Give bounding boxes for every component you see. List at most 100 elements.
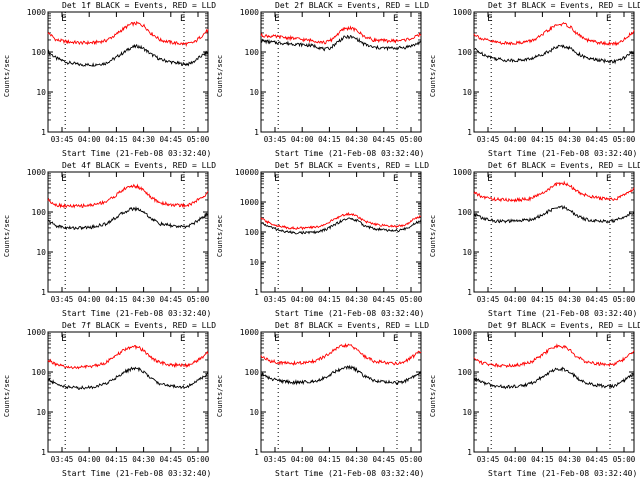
event-marker-label: E [274, 334, 279, 344]
series-lld [47, 183, 209, 209]
x-tick-label: 05:00 [613, 455, 636, 464]
y-tick-label: 10 [249, 258, 259, 267]
chart-panel-5: Det 5f BLACK = Events, RED = LLD Start Ti… [213, 160, 429, 320]
chart-panel-2: Det 2f BLACK = Events, RED = LLD Start Ti… [213, 0, 430, 160]
x-tick-label: 04:30 [132, 295, 155, 304]
chart-panel-7: Det 7f BLACK = Events, RED = LLD Start Ti… [0, 320, 217, 480]
series-lld [473, 180, 635, 203]
chart-panel-8: Det 8f BLACK = Events, RED = LLD Start Ti… [213, 320, 430, 480]
chart-title: Det 3f BLACK = Events, RED = LLD [488, 1, 640, 10]
x-tick-label: 03:45 [264, 295, 287, 304]
series-events [47, 366, 209, 390]
event-marker-label: E [180, 334, 185, 344]
y-tick-label: 100 [32, 208, 47, 217]
chart-svg: 1 10 100 1000 03:45 04:00 04:15 04:30 04:45 05:00… [27, 8, 210, 144]
chart-title: Det 7f BLACK = Events, RED = LLD [62, 321, 217, 330]
chart-svg: 1 10 100 1000 03:45 04:00 04:15 04:30 04:45 05:00… [453, 8, 636, 144]
x-tick-label: 04:00 [504, 135, 527, 144]
x-tick-label: 04:45 [373, 455, 396, 464]
x-tick-label: 04:00 [78, 135, 101, 144]
x-tick-label: 04:45 [160, 135, 183, 144]
chart-svg: 1 10 100 1000 03:45 04:00 04:15 04:30 04:45 05:00… [27, 328, 210, 464]
x-tick-label: 03:45 [51, 455, 74, 464]
event-marker-label: E [61, 174, 66, 184]
x-tick-label: 03:45 [51, 135, 74, 144]
chart-svg: 1 10 100 1000 03:45 04:00 04:15 04:30 04:45 05:00… [240, 328, 423, 464]
y-tick-label: 100 [245, 228, 260, 237]
event-marker-label: E [606, 14, 611, 24]
chart-panel-4: Det 4f BLACK = Events, RED = LLD Start Ti… [0, 160, 216, 320]
x-tick-label: 04:15 [105, 295, 128, 304]
y-tick-label: 1 [41, 128, 46, 137]
chart-title: Det 2f BLACK = Events, RED = LLD [275, 1, 430, 10]
event-marker-label: E [606, 174, 611, 184]
y-tick-label: 1 [467, 448, 472, 457]
y-tick-label: 10 [249, 408, 259, 417]
x-tick-label: 04:15 [105, 135, 128, 144]
y-tick-label: 1 [467, 128, 472, 137]
x-tick-label: 04:45 [586, 135, 609, 144]
series-lld [260, 211, 421, 231]
series-lld [260, 342, 422, 366]
y-tick-label: 10000 [235, 168, 259, 177]
x-tick-label: 04:00 [78, 295, 101, 304]
chart-title: Det 1f BLACK = Events, RED = LLD [62, 1, 217, 10]
y-tick-label: 100 [245, 48, 260, 57]
x-tick-label: 03:45 [264, 135, 287, 144]
plot-frame [47, 11, 209, 133]
x-axis-label: Start Time (21-Feb-08 03:32:40) [275, 149, 425, 158]
y-tick-label: 1000 [27, 8, 46, 17]
x-tick-label: 05:00 [187, 455, 210, 464]
chart-svg: 1 10 100 1000 03:45 04:00 04:15 04:30 04:45 05:00… [27, 168, 210, 304]
x-tick-label: 04:30 [345, 455, 368, 464]
plot-frame [473, 171, 635, 293]
chart-panel-3: Det 3f BLACK = Events, RED = LLD Start Ti… [426, 0, 640, 160]
y-tick-label: 1000 [240, 328, 259, 337]
y-tick-label: 100 [32, 368, 47, 377]
x-tick-label: 04:15 [318, 455, 341, 464]
plot-frame [47, 331, 209, 453]
x-axis-label: Start Time (21-Feb-08 03:32:40) [62, 469, 212, 478]
x-tick-label: 04:45 [586, 455, 609, 464]
y-tick-label: 10 [36, 88, 46, 97]
event-marker-label: E [180, 14, 185, 24]
x-tick-label: 05:00 [400, 455, 423, 464]
series-events [260, 364, 422, 386]
x-tick-label: 04:00 [504, 455, 527, 464]
event-marker-label: E [61, 14, 66, 24]
x-tick-label: 04:00 [291, 135, 314, 144]
chart-title: Det 8f BLACK = Events, RED = LLD [275, 321, 430, 330]
x-tick-label: 04:00 [504, 295, 527, 304]
event-marker-label: E [393, 174, 398, 184]
x-tick-label: 05:00 [400, 295, 423, 304]
x-tick-label: 03:45 [264, 455, 287, 464]
event-marker-label: E [487, 14, 492, 24]
series-events [473, 205, 635, 224]
y-tick-label: 1 [254, 448, 259, 457]
y-tick-label: 10 [462, 88, 472, 97]
x-tick-label: 04:30 [558, 455, 581, 464]
y-tick-label: 1000 [240, 198, 259, 207]
x-tick-label: 04:15 [531, 135, 554, 144]
x-tick-label: 04:30 [558, 135, 581, 144]
y-tick-label: 1000 [453, 328, 472, 337]
series-lld [47, 20, 209, 48]
x-tick-label: 04:45 [160, 455, 183, 464]
x-tick-label: 03:45 [477, 295, 500, 304]
y-tick-label: 1 [41, 448, 46, 457]
x-axis-label: Start Time (21-Feb-08 03:32:40) [62, 309, 212, 318]
y-tick-label: 100 [458, 368, 473, 377]
event-marker-label: E [180, 174, 185, 184]
x-tick-label: 03:45 [477, 135, 500, 144]
plot-frame [260, 331, 422, 453]
y-tick-label: 10 [36, 408, 46, 417]
x-tick-label: 04:45 [160, 295, 183, 304]
x-tick-label: 04:00 [78, 455, 101, 464]
series-events [473, 44, 635, 65]
series-lld [473, 343, 635, 369]
chart-title: Det 6f BLACK = Events, RED = LLD [488, 161, 640, 170]
x-axis-label: Start Time (21-Feb-08 03:32:40) [488, 469, 638, 478]
chart-panel-1: Det 1f BLACK = Events, RED = LLD Start Ti… [0, 0, 217, 160]
y-tick-label: 1000 [27, 168, 46, 177]
